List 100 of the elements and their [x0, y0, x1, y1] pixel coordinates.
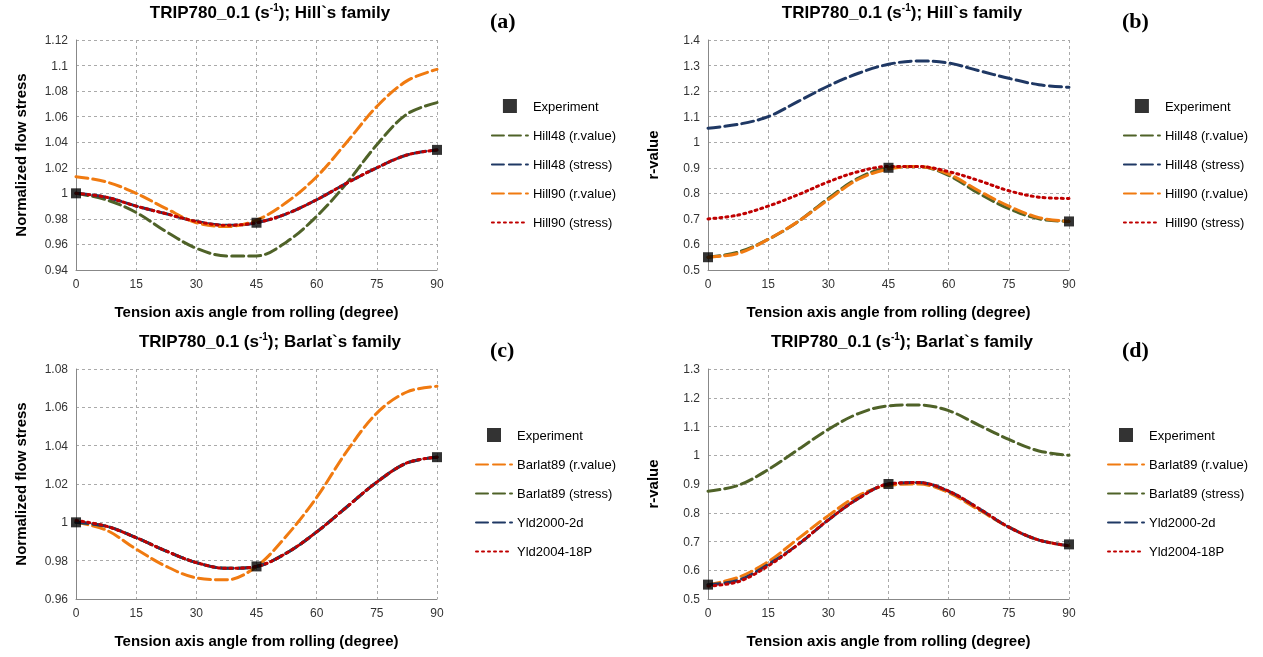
- x-tick-label: 0: [704, 606, 712, 620]
- y-tick-label: 1.2: [683, 84, 701, 99]
- legend-label: Hill48 (r.value): [532, 128, 617, 143]
- x-tick-label: 0: [72, 277, 80, 291]
- y-tick-label: 0.96: [44, 592, 69, 606]
- y-axis-title: r-value: [644, 130, 661, 180]
- point: [71, 188, 81, 199]
- y-tick-label: 0.98: [44, 553, 69, 568]
- legend-label: Yld2004-18P: [1149, 544, 1225, 559]
- text: (c): [490, 337, 515, 363]
- y-tick-label: 1.02: [44, 477, 69, 491]
- x-tick-label: 0: [72, 606, 80, 620]
- x-tick-label: 75: [1002, 277, 1016, 291]
- y-tick-label: 1.3: [683, 362, 701, 376]
- x-tick-label: 90: [430, 277, 444, 291]
- y-tick-label: 1.4: [683, 33, 701, 47]
- legend-label: Experiment: [1149, 427, 1216, 443]
- y-tick-label: 0.8: [683, 505, 701, 520]
- legend-label: Barlat89 (r.value): [517, 457, 617, 472]
- y-tick-label: 1.1: [683, 419, 701, 434]
- x-tick-label: 60: [941, 606, 956, 620]
- y-tick-label: 1: [61, 186, 69, 201]
- x-tick-label: 0: [704, 277, 712, 291]
- chart-title: TRIP780_0.1 (s$^{-1}$); Hill`s family: [148, 2, 392, 23]
- legend-label: Yld2000-2d: [517, 515, 584, 530]
- y-tick-label: 0.9: [683, 477, 701, 491]
- point: [1064, 539, 1074, 550]
- x-axis-title: Tension axis angle from rolling (degree): [746, 632, 1031, 649]
- x-tick-label: 30: [189, 606, 204, 620]
- x-axis-title: Tension axis angle from rolling (degree): [114, 303, 399, 320]
- point: [251, 561, 262, 572]
- x-tick-label: 45: [249, 277, 264, 291]
- x-tick-label: 60: [309, 277, 324, 291]
- y-tick-label: 1.04: [44, 438, 69, 453]
- x-axis-title: Tension axis angle from rolling (degree): [114, 632, 399, 649]
- x-tick-label: 45: [881, 277, 896, 291]
- legend-label: Barlat89 (r.value): [1149, 457, 1249, 472]
- point: [883, 479, 894, 489]
- y-tick-label: 0.7: [683, 211, 701, 226]
- legend-label: Barlat89 (stress): [1149, 486, 1245, 501]
- y-tick-label: 0.7: [683, 534, 701, 549]
- y-tick-label: 1.1: [683, 109, 701, 124]
- y-tick-label: 1.12: [44, 33, 69, 47]
- y-tick-label: 0.94: [44, 263, 69, 277]
- y-tick-label: 1.06: [44, 400, 69, 415]
- chart-title: TRIP780_0.1 (s$^{-1}$); Hill`s family: [780, 2, 1024, 23]
- y-tick-label: 1.06: [44, 109, 69, 124]
- y-axis-title: Normalized flow stress: [12, 73, 29, 237]
- line-series: [706, 59, 1071, 130]
- y-axis-title: Normalized flow stress: [12, 402, 29, 566]
- x-tick-label: 15: [761, 606, 776, 620]
- legend-label: Hill90 (r.value): [532, 186, 617, 201]
- y-tick-label: 1: [693, 448, 701, 463]
- y-tick-label: 0.98: [44, 211, 69, 226]
- chart-title: TRIP780_0.1 (s$^{-1}$); Barlat`s family: [137, 331, 403, 352]
- x-tick-label: 15: [761, 277, 776, 291]
- x-tick-label: 60: [309, 606, 324, 620]
- legend-label: Hill90 (stress): [1164, 215, 1245, 230]
- x-tick-label: 90: [1062, 606, 1076, 620]
- point: [251, 217, 262, 228]
- y-tick-label: 1: [61, 515, 69, 530]
- y-tick-label: 1.08: [44, 362, 69, 376]
- legend-label: Experiment: [517, 427, 584, 443]
- x-tick-label: 75: [1002, 606, 1016, 620]
- legend-label: Hill90 (stress): [532, 215, 613, 230]
- x-tick-label: 90: [430, 606, 444, 620]
- x-tick-label: 90: [1062, 277, 1076, 291]
- y-tick-label: 0.8: [683, 186, 701, 201]
- y-tick-label: 0.6: [683, 237, 701, 252]
- y-tick-label: 0.6: [683, 563, 701, 578]
- y-tick-label: 1: [693, 135, 701, 150]
- text: (b): [1122, 8, 1149, 34]
- y-tick-label: 1.02: [44, 160, 69, 175]
- y-tick-label: 0.5: [683, 263, 701, 277]
- x-tick-label: 45: [881, 606, 896, 620]
- x-tick-label: 15: [129, 606, 144, 620]
- legend-label: Experiment: [1164, 98, 1232, 114]
- x-tick-label: 75: [370, 277, 384, 291]
- point: [432, 452, 442, 463]
- point: [703, 252, 713, 263]
- line-series: [706, 403, 1071, 493]
- point: [1064, 216, 1074, 227]
- text: (a): [490, 8, 516, 34]
- legend-label: Yld2004-18P: [517, 544, 593, 559]
- y-tick-label: 1.2: [683, 390, 701, 405]
- x-tick-label: 30: [821, 277, 836, 291]
- x-axis-title: Tension axis angle from rolling (degree): [746, 303, 1031, 320]
- y-tick-label: 1.08: [44, 84, 69, 99]
- legend-label: Yld2000-2d: [1149, 515, 1216, 530]
- y-tick-label: 0.9: [683, 160, 701, 175]
- x-tick-label: 15: [129, 277, 144, 291]
- y-tick-label: 0.96: [44, 237, 69, 252]
- x-tick-label: 45: [249, 606, 264, 620]
- point: [883, 162, 894, 173]
- legend-label: Hill90 (r.value): [1164, 186, 1249, 201]
- point: [432, 144, 442, 155]
- point: [703, 579, 713, 590]
- point: [71, 517, 81, 528]
- legend-label: Experiment: [532, 98, 600, 114]
- x-tick-label: 30: [821, 606, 836, 620]
